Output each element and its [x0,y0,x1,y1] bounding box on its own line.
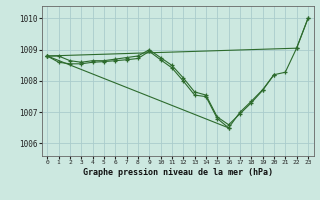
X-axis label: Graphe pression niveau de la mer (hPa): Graphe pression niveau de la mer (hPa) [83,168,273,177]
